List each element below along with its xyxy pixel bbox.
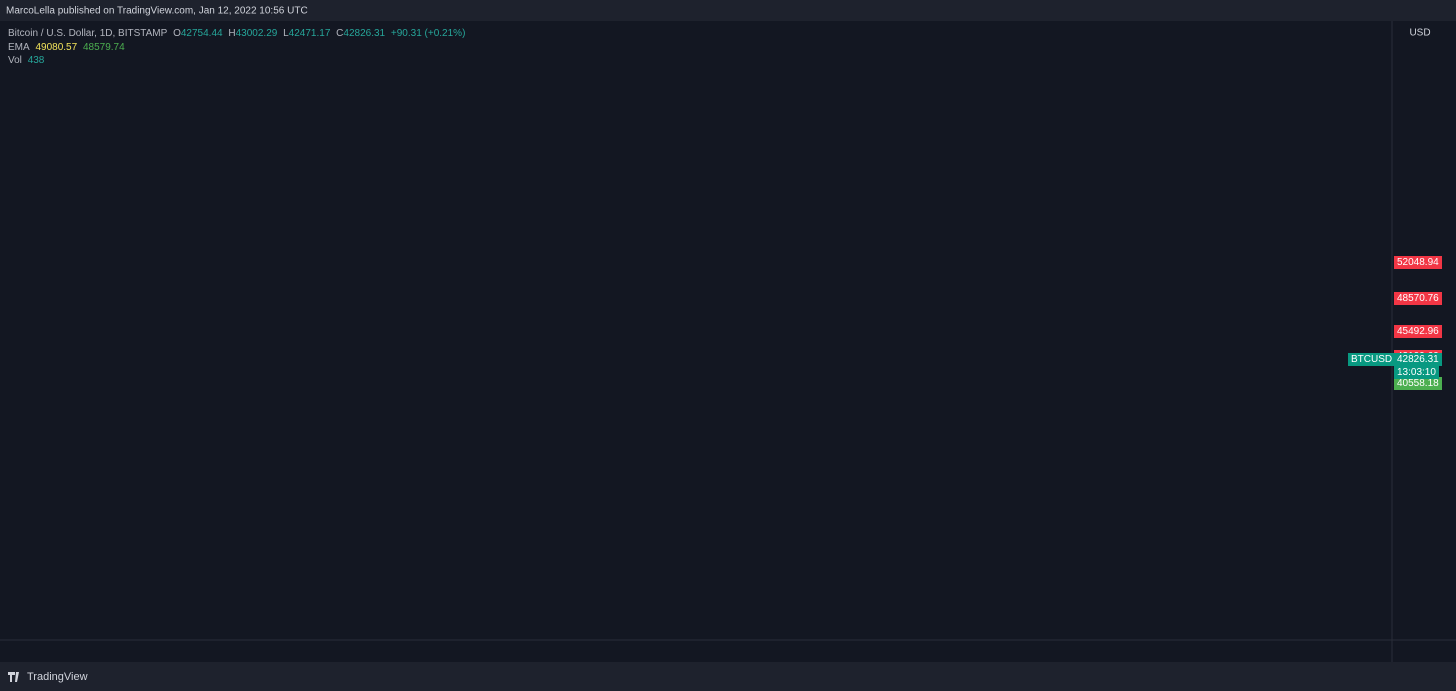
countdown: 13:03:10 — [1394, 365, 1439, 379]
ema-label: EMA — [8, 42, 30, 53]
last-price-label: 42826.31 — [1394, 352, 1442, 366]
level-label: 48570.76 — [1394, 292, 1442, 306]
level-label: 40558.18 — [1394, 376, 1442, 390]
legend-line: Bitcoin / U.S. Dollar, 1D, BITSTAMP O427… — [8, 28, 468, 39]
open: 42754.44 — [180, 28, 223, 39]
last-symbol: BTCUSD — [1348, 352, 1396, 366]
publisher-bar — [0, 0, 1456, 21]
l-label: L — [283, 28, 289, 39]
h-label: H — [228, 28, 236, 39]
low: 42471.17 — [288, 28, 331, 39]
ema-50-value: 48579.74 — [82, 42, 125, 53]
logo — [8, 672, 19, 682]
symbol: Bitcoin / U.S. Dollar, 1D, BITSTAMP — [8, 28, 168, 39]
currency: USD — [1409, 28, 1430, 39]
level-label: 52048.94 — [1394, 255, 1442, 269]
vol-label: Vol — [8, 55, 22, 66]
publisher-line: MarcoLella published on TradingView.com,… — [6, 6, 308, 17]
close: 42826.31 — [343, 28, 386, 39]
level-label: 45492.96 — [1394, 324, 1442, 338]
change: +90.31 (+0.21%) — [390, 28, 466, 39]
vol-line: Vol 438 — [8, 55, 47, 66]
footer-brand: TradingView — [27, 671, 88, 683]
ema-line: EMA 49080.57 48579.74 — [8, 42, 128, 53]
vol-value: 438 — [27, 55, 45, 66]
c-label: C — [336, 28, 344, 39]
footer-bar — [0, 662, 1456, 691]
o-label: O — [173, 28, 181, 39]
high: 43002.29 — [235, 28, 278, 39]
ema-200-value: 49080.57 — [35, 42, 78, 53]
